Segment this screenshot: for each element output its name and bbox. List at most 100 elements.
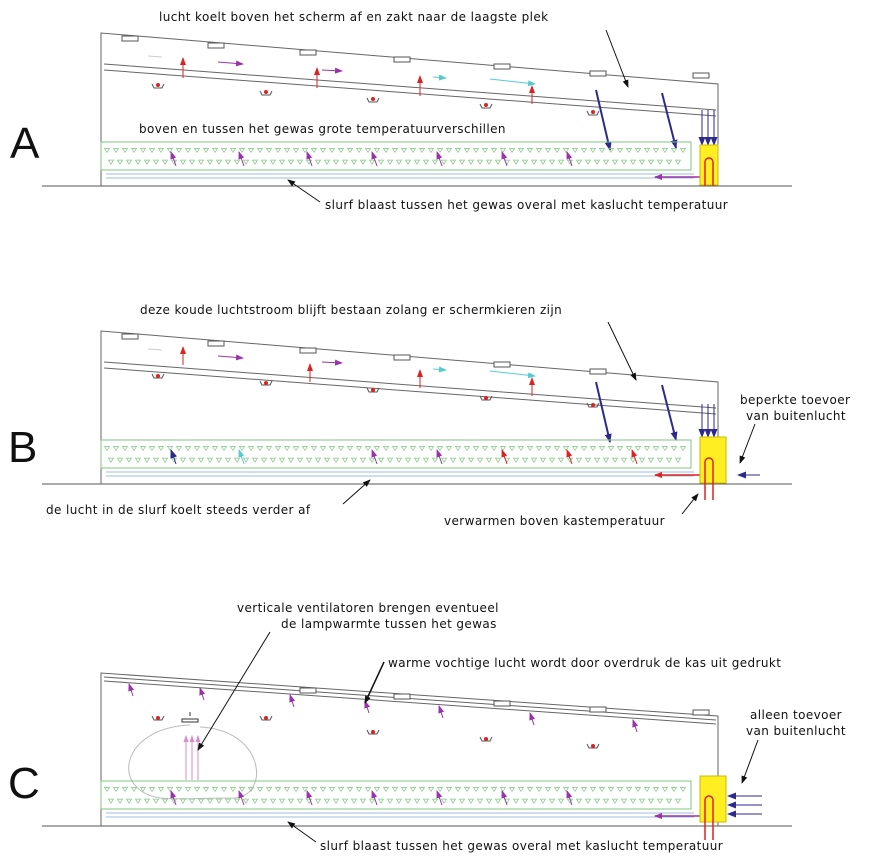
crop-plant xyxy=(287,159,295,165)
crop-plant xyxy=(440,159,448,165)
crop-plant xyxy=(256,787,264,793)
crop-plant xyxy=(616,446,624,452)
note-side-c-2: van buitenlucht xyxy=(746,724,846,738)
crop-plant xyxy=(229,787,237,793)
crop-plant xyxy=(413,159,421,165)
crop-plant xyxy=(188,159,196,165)
crop-plant xyxy=(418,446,426,452)
crop-plant xyxy=(535,446,543,452)
crop-plant xyxy=(143,457,151,463)
crop-plant xyxy=(638,798,646,804)
crop-plant xyxy=(508,148,516,154)
crop-plant xyxy=(548,159,556,165)
pointer-bottom-a xyxy=(287,179,321,203)
crop-plant xyxy=(400,446,408,452)
crop-plant xyxy=(634,787,642,793)
crop-plant xyxy=(431,798,439,804)
crop-plant xyxy=(476,798,484,804)
assimilation-lamps xyxy=(299,687,710,716)
crop-plant xyxy=(643,446,651,452)
crop-plant xyxy=(674,798,682,804)
roof-lines xyxy=(103,676,717,725)
crop-plant xyxy=(310,787,318,793)
crop-plant xyxy=(143,159,151,165)
crop-plant xyxy=(620,159,628,165)
crop-plant xyxy=(404,798,412,804)
crop-plant xyxy=(512,798,520,804)
crop-plant xyxy=(647,159,655,165)
crop-plant xyxy=(530,457,538,463)
crop-plant xyxy=(233,159,241,165)
crop-plant xyxy=(283,148,291,154)
crop-plant xyxy=(220,446,228,452)
crop-plant xyxy=(107,798,115,804)
crop-plant xyxy=(436,148,444,154)
crop-plant xyxy=(602,159,610,165)
crop-plant xyxy=(166,446,174,452)
crop-plant xyxy=(247,148,255,154)
crop-plant xyxy=(211,446,219,452)
crop-plant xyxy=(116,457,124,463)
crop-plant xyxy=(535,148,543,154)
pointer-left-b xyxy=(342,479,371,505)
pointer-top-a xyxy=(605,29,629,88)
crop-plant xyxy=(431,159,439,165)
crop-plant xyxy=(238,446,246,452)
crop-plant xyxy=(652,446,660,452)
crop-plant xyxy=(323,159,331,165)
crop-plant xyxy=(233,798,241,804)
crop-plant xyxy=(337,148,345,154)
crop-plant xyxy=(220,787,228,793)
crop-plant xyxy=(373,446,381,452)
crop-plant xyxy=(161,159,169,165)
crop-plant xyxy=(346,446,354,452)
crop-plant xyxy=(449,159,457,165)
crop-plant xyxy=(607,446,615,452)
crop-plant xyxy=(274,787,282,793)
crop-plant xyxy=(152,159,160,165)
crop-plant xyxy=(449,457,457,463)
crop-plant xyxy=(602,457,610,463)
crop-plant xyxy=(445,148,453,154)
crop-plant xyxy=(422,798,430,804)
crop-plant xyxy=(494,457,502,463)
crop-plant xyxy=(314,457,322,463)
crop-plant xyxy=(521,457,529,463)
crop-plant xyxy=(112,446,120,452)
cold-air-stream xyxy=(595,89,718,151)
crop-plant xyxy=(197,159,205,165)
crop-plant xyxy=(211,787,219,793)
crop-plant xyxy=(215,798,223,804)
crop-plant xyxy=(647,798,655,804)
crop-plant xyxy=(202,446,210,452)
crop-plant xyxy=(319,787,327,793)
crop-plant xyxy=(125,457,133,463)
heating-coil xyxy=(704,795,714,840)
crop-plant xyxy=(112,787,120,793)
crop-plant xyxy=(125,159,133,165)
crop-plant xyxy=(490,787,498,793)
crop-plant xyxy=(665,798,673,804)
crop-plant xyxy=(184,446,192,452)
crop-plant xyxy=(629,457,637,463)
crop-plant xyxy=(611,457,619,463)
crop-plant xyxy=(445,446,453,452)
crop-plant xyxy=(440,457,448,463)
crop-plant xyxy=(458,159,466,165)
crop-plant xyxy=(265,446,273,452)
crop-plant xyxy=(490,148,498,154)
crop-plant xyxy=(517,787,525,793)
crop-plant xyxy=(134,798,142,804)
crop-plant xyxy=(463,148,471,154)
crop-plant xyxy=(553,446,561,452)
crop-plant xyxy=(589,446,597,452)
crop-plant xyxy=(409,446,417,452)
crop-plant xyxy=(607,148,615,154)
crop-plant xyxy=(463,787,471,793)
crop-plant xyxy=(391,446,399,452)
crop-plant xyxy=(139,787,147,793)
crop-plant xyxy=(382,446,390,452)
crop-plant xyxy=(571,446,579,452)
crop-plant xyxy=(454,148,462,154)
crop-plant xyxy=(274,148,282,154)
